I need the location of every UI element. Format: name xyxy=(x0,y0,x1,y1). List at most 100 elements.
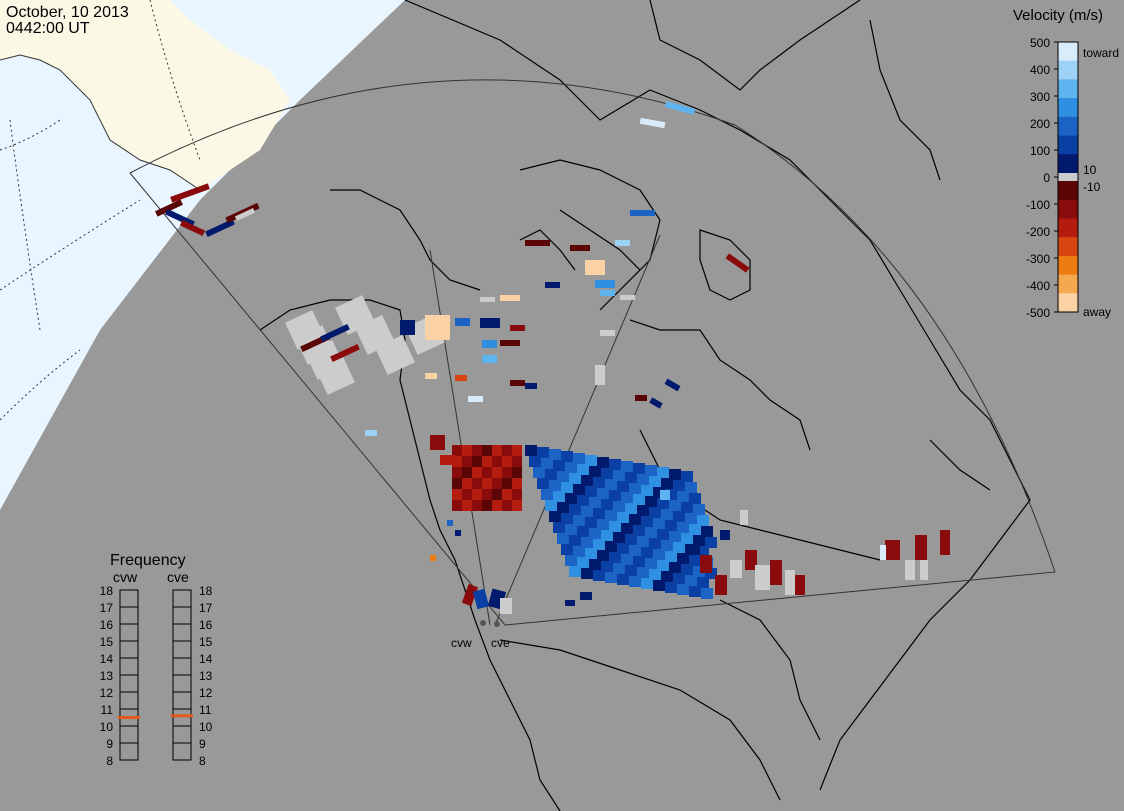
scatter-cell xyxy=(502,467,512,478)
scatter-cell xyxy=(512,445,522,456)
scatter-cell xyxy=(755,565,770,590)
scatter-cell xyxy=(472,588,490,610)
scatter-cell xyxy=(605,479,617,490)
scatter-cell xyxy=(482,355,497,363)
scatter-cell xyxy=(625,503,637,514)
scatter-cell xyxy=(577,495,589,506)
scatter-cell xyxy=(565,555,577,566)
radar-site-cve xyxy=(494,621,500,627)
scatter-cell xyxy=(601,530,613,541)
scatter-cell xyxy=(512,456,522,467)
scatter-cell xyxy=(601,561,613,572)
colorbar-zero-band xyxy=(1058,173,1078,181)
scatter-cell xyxy=(577,557,589,568)
scatter-cell xyxy=(649,476,661,487)
scatter-cell xyxy=(570,245,590,251)
scatter-cell xyxy=(609,459,621,470)
scatter-cell xyxy=(480,318,500,328)
scatter-cell xyxy=(573,484,585,495)
colorbar-segment xyxy=(1058,60,1078,80)
scatter-cell xyxy=(525,383,537,389)
scatter-cell xyxy=(605,510,617,521)
scatter-cell xyxy=(653,518,665,529)
colorbar-segment xyxy=(1058,154,1078,174)
scatter-cell xyxy=(492,467,502,478)
scatter-cell xyxy=(673,573,685,584)
scatter-cell xyxy=(641,547,653,558)
scatter-cell xyxy=(581,506,593,517)
frequency-tick-label: 10 xyxy=(199,720,213,734)
colorbar-segment xyxy=(1058,237,1078,257)
scatter-cell xyxy=(677,522,689,533)
scatter-cell xyxy=(629,545,641,556)
scatter-cell xyxy=(613,563,625,574)
colorbar-segment xyxy=(1058,116,1078,137)
scatter-cell xyxy=(549,511,561,522)
velocity-tick-label: 300 xyxy=(1030,90,1050,104)
frequency-tick-label: 16 xyxy=(199,618,213,632)
scatter-cell xyxy=(665,551,677,562)
scatter-cell xyxy=(480,297,495,302)
scatter-cell xyxy=(625,534,637,545)
scatter-cell xyxy=(430,555,436,561)
scatter-cell xyxy=(621,554,633,565)
scatter-cell xyxy=(620,295,635,300)
scatter-cell xyxy=(440,455,455,465)
scatter-cell xyxy=(673,511,685,522)
scatter-cell xyxy=(502,478,512,489)
scatter-cell xyxy=(581,475,593,486)
scatter-cell xyxy=(581,537,593,548)
scatter-cell xyxy=(665,520,677,531)
scatter-cell xyxy=(635,395,647,401)
scatter-cell xyxy=(597,488,609,499)
scatter-cell xyxy=(472,489,482,500)
frequency-label-cve: cve xyxy=(167,569,189,585)
scatter-cell xyxy=(915,535,927,560)
colorbar-segment xyxy=(1058,293,1078,313)
colorbar-segment xyxy=(1058,274,1078,294)
scatter-cell xyxy=(681,564,693,575)
scatter-cell xyxy=(657,467,669,478)
scatter-cell xyxy=(613,532,625,543)
velocity-tick-label: 400 xyxy=(1030,63,1050,77)
scatter-cell xyxy=(589,528,601,539)
scatter-cell xyxy=(452,478,462,489)
scatter-cell xyxy=(472,445,482,456)
scatter-cell xyxy=(585,548,597,559)
scatter-cell xyxy=(653,487,665,498)
scatter-cell xyxy=(462,467,472,478)
scatter-cell xyxy=(660,490,670,500)
scatter-cell xyxy=(920,560,928,580)
scatter-cell xyxy=(665,582,677,593)
scatter-cell xyxy=(690,545,700,555)
scatter-cell xyxy=(577,464,589,475)
scatter-cell xyxy=(589,559,601,570)
scatter-cell xyxy=(681,471,693,482)
legend-toward-label: toward xyxy=(1083,46,1119,60)
scatter-cell xyxy=(462,500,472,511)
colorbar-segment xyxy=(1058,181,1078,201)
frequency-tick-label: 13 xyxy=(100,669,114,683)
scatter-cell xyxy=(561,544,573,555)
daylight-coast xyxy=(0,54,201,191)
scatter-cell xyxy=(585,455,597,466)
scatter-cell xyxy=(502,456,512,467)
scatter-cell xyxy=(472,456,482,467)
scatter-cell xyxy=(569,535,581,546)
scatter-cell xyxy=(565,462,577,473)
scatter-cell xyxy=(315,355,355,395)
frequency-tick-label: 10 xyxy=(100,720,114,734)
scatter-cell xyxy=(320,323,350,343)
scatter-cell xyxy=(621,492,633,503)
scatter-cell xyxy=(609,521,621,532)
scatter-cell xyxy=(633,494,645,505)
scatter-cell xyxy=(593,508,605,519)
scatter-cell xyxy=(669,500,681,511)
frequency-tick-label: 17 xyxy=(199,601,213,615)
frequency-tick-label: 16 xyxy=(100,618,114,632)
scatter-cell xyxy=(155,199,183,217)
scatter-cell xyxy=(482,489,492,500)
scatter-cell xyxy=(510,325,525,331)
scatter-cell xyxy=(649,538,661,549)
